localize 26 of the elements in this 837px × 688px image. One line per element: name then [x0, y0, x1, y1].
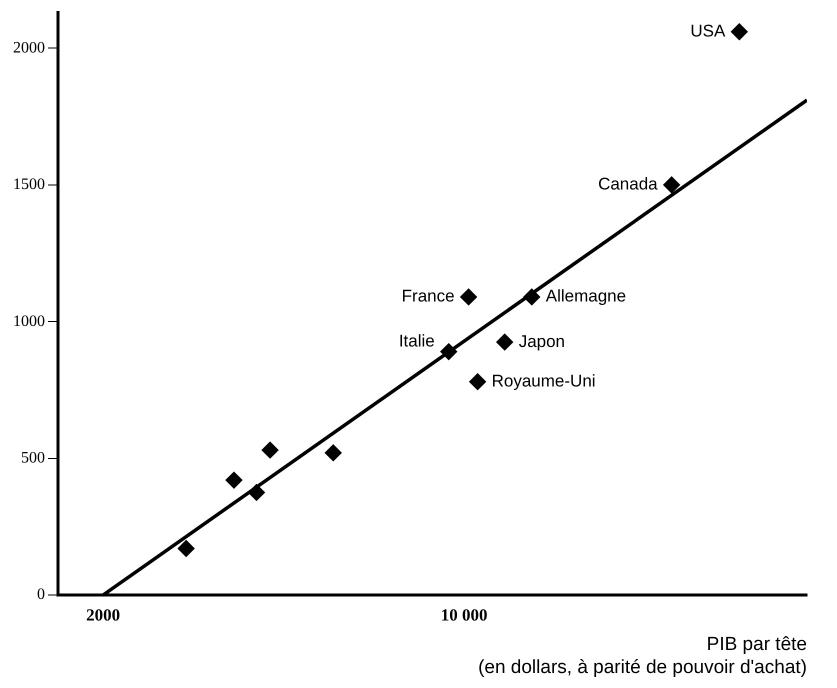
point [262, 442, 279, 459]
annotation: Italie [398, 331, 435, 350]
point [469, 373, 486, 390]
annotation: Royaume-Uni [492, 371, 596, 390]
y-tick-label: 1500 [13, 176, 45, 194]
point [460, 288, 478, 306]
point [663, 176, 680, 194]
point [523, 288, 540, 306]
y-tick-label: 500 [21, 449, 45, 466]
annotation: Allemagne [546, 286, 626, 306]
annotation: Canada [598, 174, 658, 194]
y-tick-label: 0 [37, 586, 45, 604]
point [225, 472, 242, 489]
y-tick-label: 1000 [13, 312, 45, 330]
point [496, 334, 514, 351]
point [730, 23, 748, 40]
x-tick-label: 10 000 [440, 606, 488, 625]
point [324, 444, 342, 462]
annotation: USA [690, 21, 726, 40]
y-tick-label: 2000 [13, 39, 45, 56]
annotation: France [402, 286, 455, 306]
point [440, 343, 458, 360]
annotation: Japon [518, 332, 566, 351]
point [178, 540, 195, 558]
point [248, 484, 266, 501]
x-axis-title: PIB par tête (en dollars, à parité de pouvoir d'achat) [478, 634, 807, 678]
